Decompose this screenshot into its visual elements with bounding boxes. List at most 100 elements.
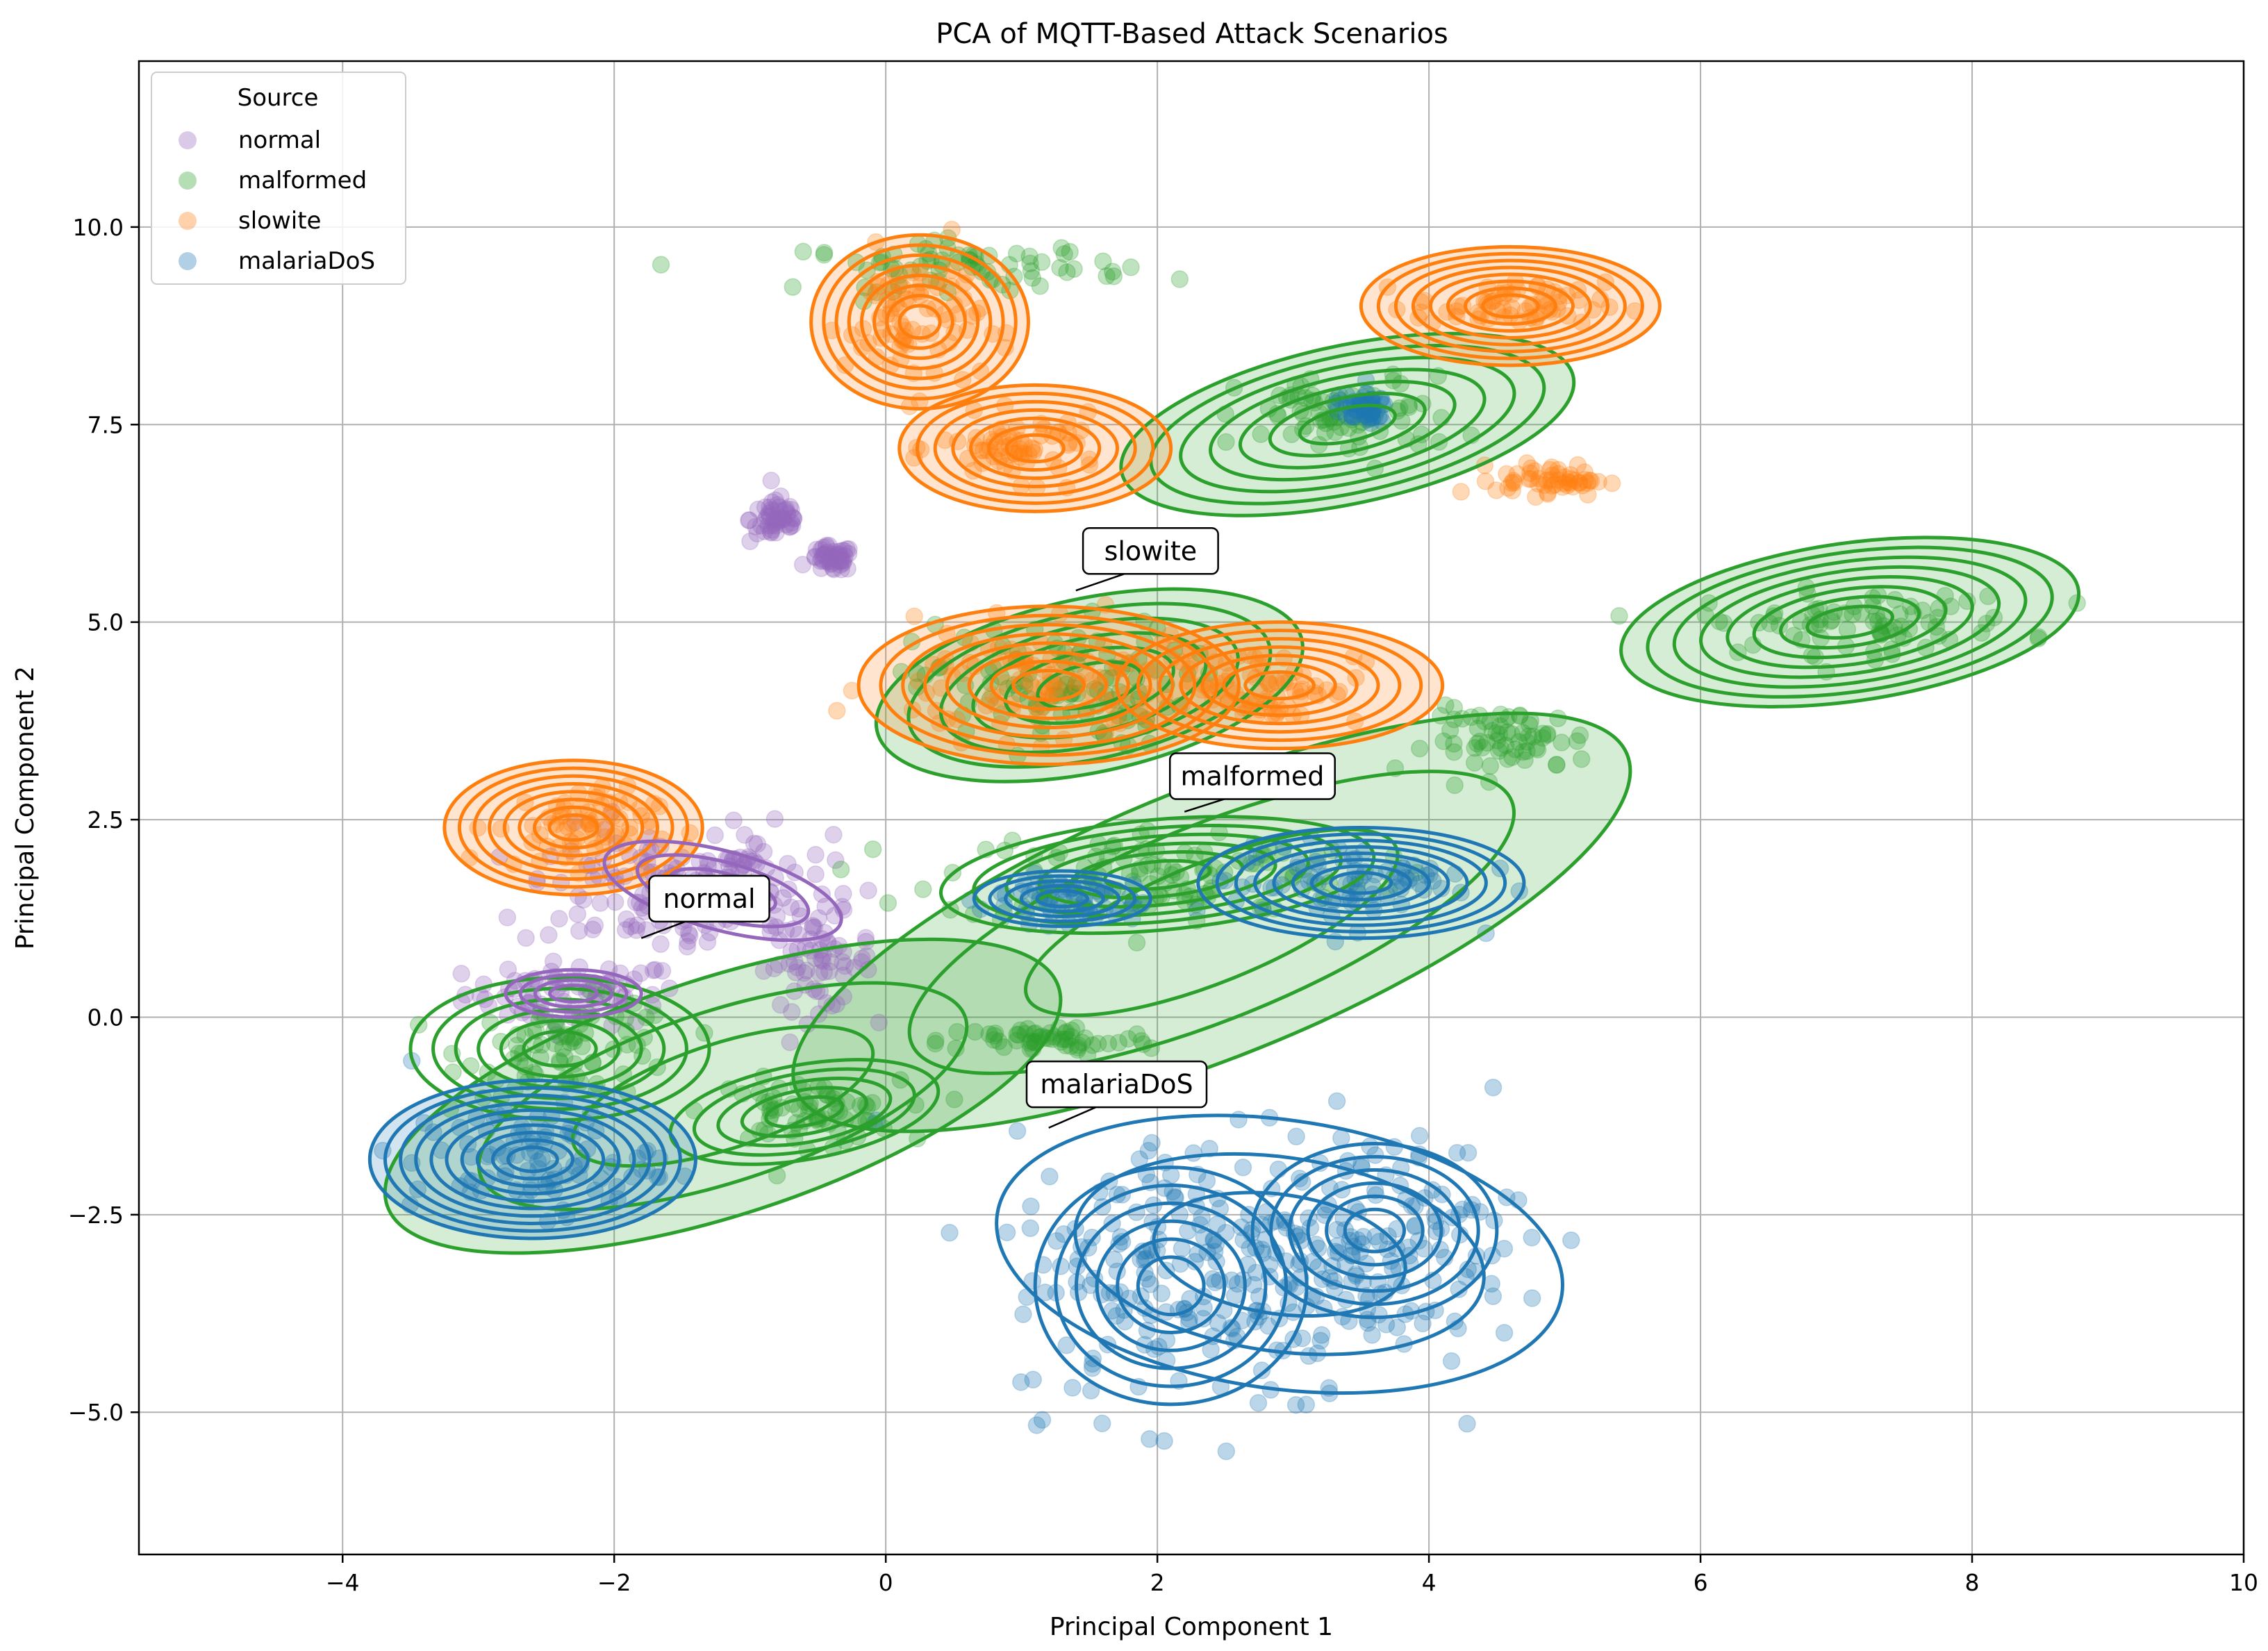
- normal-point: [749, 500, 768, 519]
- malformed-point: [561, 1034, 579, 1052]
- malformed-point: [863, 840, 882, 858]
- normal-point: [835, 542, 853, 560]
- malformed-point: [1497, 711, 1515, 729]
- normal-point: [781, 898, 800, 916]
- normal-point: [835, 551, 853, 570]
- normal-point: [767, 517, 785, 535]
- normal-point: [870, 1013, 888, 1031]
- normal-point: [778, 506, 797, 524]
- malariados-point: [1332, 1129, 1350, 1147]
- malformed-point: [1488, 731, 1507, 750]
- malformed-point: [815, 244, 834, 262]
- normal-point: [681, 926, 699, 945]
- slowite-point: [905, 607, 923, 626]
- malformed-point: [1343, 410, 1361, 429]
- normal-point: [827, 547, 845, 565]
- normal-point: [825, 560, 843, 579]
- normal-point: [568, 905, 587, 923]
- normal-point: [781, 1033, 799, 1052]
- malariados-point: [1155, 1432, 1173, 1450]
- normal-point: [768, 509, 786, 527]
- malformed-point: [1491, 717, 1509, 736]
- normal-point: [839, 545, 858, 563]
- malformed-point: [995, 1038, 1013, 1056]
- normal-point: [830, 546, 849, 564]
- normal-point: [834, 953, 852, 971]
- slowite-point: [1503, 474, 1521, 492]
- malformed-point: [1055, 244, 1073, 263]
- slowite-point: [836, 356, 854, 374]
- normal-point: [747, 517, 765, 536]
- malformed-point: [1437, 696, 1455, 714]
- normal-point: [772, 509, 791, 527]
- malariados-point: [1312, 1326, 1331, 1344]
- malformed-point: [1018, 1020, 1037, 1038]
- normal-point: [627, 921, 645, 939]
- normal-point: [758, 507, 777, 526]
- normal-point: [725, 811, 743, 829]
- malariados-point: [1286, 1395, 1305, 1414]
- x-tick-label-2: 0: [879, 1569, 893, 1596]
- normal-point: [820, 549, 839, 567]
- normal-point: [622, 918, 640, 936]
- normal-point: [813, 546, 832, 564]
- normal-point: [544, 952, 563, 970]
- malformed-point: [1170, 270, 1189, 288]
- normal-point: [823, 554, 841, 573]
- malariados-point: [1033, 1411, 1052, 1429]
- normal-point: [806, 548, 825, 567]
- normal-point: [679, 924, 698, 943]
- normal-point: [760, 506, 779, 525]
- normal-point: [706, 826, 725, 845]
- malformed-point: [1022, 1032, 1040, 1050]
- normal-point: [818, 536, 836, 555]
- slowite-contour-fill-10: [859, 606, 1239, 765]
- normal-point: [820, 536, 838, 555]
- normal-point: [763, 493, 781, 511]
- legend-label-slowite: slowite: [238, 207, 321, 235]
- malformed-point: [1498, 723, 1516, 741]
- normal-point: [517, 929, 535, 947]
- malariados-point: [1234, 1159, 1252, 1177]
- normal-point: [831, 548, 850, 566]
- malformed-point: [1353, 413, 1371, 431]
- malformed-point: [1339, 419, 1358, 438]
- malformed-point: [1061, 1037, 1080, 1055]
- malformed-point: [1568, 732, 1587, 750]
- normal-point: [679, 932, 697, 950]
- normal-point: [806, 845, 825, 864]
- malformed-point: [784, 278, 802, 296]
- normal-point: [838, 540, 856, 558]
- normal-point: [698, 933, 717, 951]
- normal-point: [760, 504, 778, 522]
- normal-point: [829, 552, 847, 570]
- malformed-point: [1511, 706, 1529, 724]
- normal-point: [765, 959, 784, 978]
- normal-point: [570, 922, 588, 940]
- normal-point: [770, 511, 788, 530]
- normal-point: [795, 963, 813, 982]
- malformed-point: [1127, 1025, 1146, 1043]
- annotation-label-3: malariaDoS: [1040, 1069, 1193, 1100]
- malformed-point: [978, 263, 997, 281]
- malformed-point: [1127, 934, 1146, 952]
- legend-title: Source: [238, 84, 319, 112]
- annotation-label-1: slowite: [1104, 536, 1198, 566]
- normal-point: [766, 491, 785, 509]
- normal-point: [772, 487, 790, 506]
- malformed-point: [1491, 738, 1509, 757]
- x-tick-label-4: 4: [1422, 1569, 1437, 1596]
- normal-point: [829, 545, 847, 563]
- slowite-point: [1600, 298, 1619, 316]
- normal-point: [813, 952, 832, 970]
- malformed-point: [1473, 738, 1491, 757]
- malformed-point: [1496, 736, 1515, 754]
- legend-label-malformed: malformed: [238, 167, 367, 194]
- malformed-point: [1062, 1021, 1081, 1040]
- normal-point: [804, 918, 822, 937]
- malariados-point: [941, 1224, 959, 1242]
- malformed-point: [1610, 606, 1628, 625]
- malariados-point: [1048, 1231, 1066, 1250]
- malformed-point: [794, 242, 813, 261]
- normal-point: [583, 920, 602, 938]
